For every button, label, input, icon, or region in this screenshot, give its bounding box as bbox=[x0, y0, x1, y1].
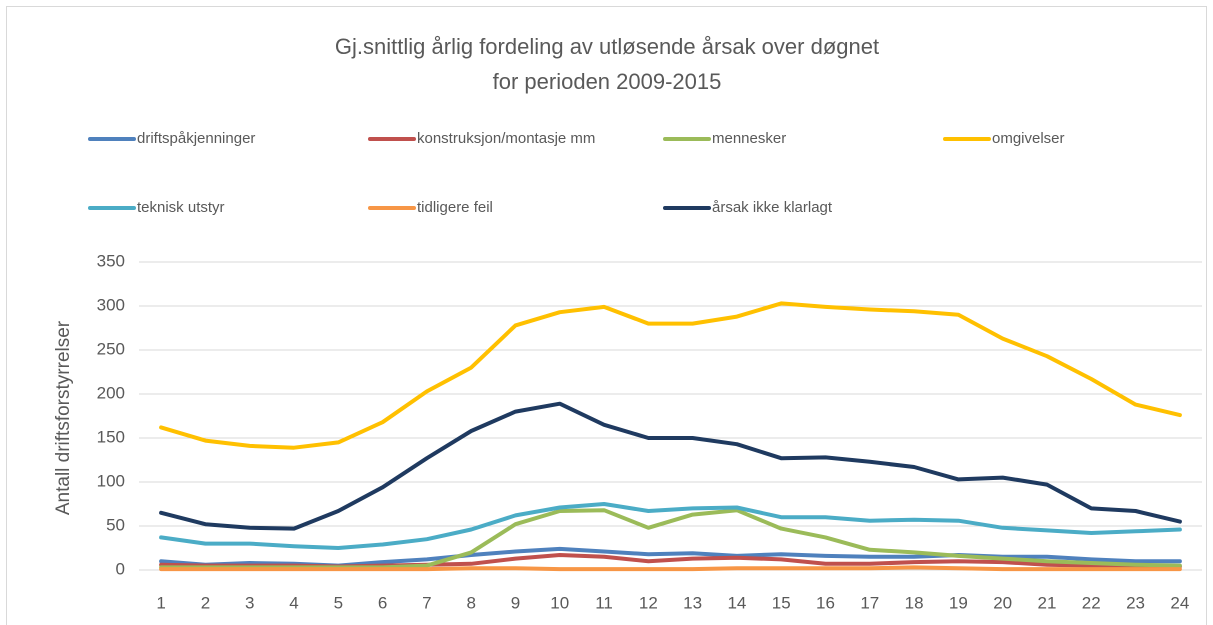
x-tick-label: 20 bbox=[993, 593, 1012, 612]
chart-subtitle: for perioden 2009-2015 bbox=[493, 69, 722, 94]
legend-label: mennesker bbox=[712, 130, 786, 147]
chart-border bbox=[6, 6, 1207, 625]
x-tick-label: 6 bbox=[378, 593, 387, 612]
y-tick-label: 100 bbox=[97, 471, 125, 490]
y-axis-label: Antall driftsforstyrrelser bbox=[53, 320, 74, 515]
line-series bbox=[159, 565, 1182, 572]
legend-label: tidligere feil bbox=[417, 199, 493, 216]
x-tick-label: 4 bbox=[289, 593, 298, 612]
x-tick-label: 15 bbox=[772, 593, 791, 612]
x-tick-label: 3 bbox=[245, 593, 254, 612]
x-tick-label: 23 bbox=[1126, 593, 1145, 612]
x-tick-label: 21 bbox=[1038, 593, 1057, 612]
y-tick-label: 200 bbox=[97, 383, 125, 402]
legend-label: årsak ikke klarlagt bbox=[712, 199, 833, 216]
legend-label: teknisk utstyr bbox=[137, 199, 225, 216]
x-tick-label: 18 bbox=[905, 593, 924, 612]
x-tick-label: 5 bbox=[334, 593, 343, 612]
x-tick-label: 14 bbox=[727, 593, 746, 612]
x-tick-label: 7 bbox=[422, 593, 431, 612]
legend-label: omgivelser bbox=[992, 130, 1065, 147]
y-tick-label: 50 bbox=[106, 515, 125, 534]
x-tick-label: 24 bbox=[1170, 593, 1189, 612]
x-tick-label: 10 bbox=[550, 593, 569, 612]
x-tick-label: 2 bbox=[201, 593, 210, 612]
x-tick-label: 19 bbox=[949, 593, 968, 612]
x-tick-label: 13 bbox=[683, 593, 702, 612]
x-tick-label: 22 bbox=[1082, 593, 1101, 612]
x-tick-label: 9 bbox=[511, 593, 520, 612]
line-series bbox=[159, 502, 1182, 550]
legend-label: konstruksjon/montasje mm bbox=[417, 130, 595, 147]
x-tick-label: 11 bbox=[595, 593, 613, 612]
y-tick-label: 150 bbox=[97, 427, 125, 446]
x-tick-label: 16 bbox=[816, 593, 835, 612]
x-tick-label: 8 bbox=[466, 593, 475, 612]
y-tick-label: 250 bbox=[97, 339, 125, 358]
x-tick-label: 12 bbox=[639, 593, 658, 612]
y-tick-label: 350 bbox=[97, 251, 125, 270]
x-tick-label: 17 bbox=[860, 593, 879, 612]
x-tick-label: 1 bbox=[156, 593, 165, 612]
y-tick-label: 0 bbox=[116, 559, 125, 578]
line-series bbox=[159, 401, 1182, 531]
y-tick-label: 300 bbox=[97, 295, 125, 314]
chart-title: Gj.snittlig årlig fordeling av utløsende… bbox=[335, 34, 879, 59]
line-series bbox=[159, 301, 1182, 450]
legend-label: driftspåkjenninger bbox=[137, 130, 255, 147]
